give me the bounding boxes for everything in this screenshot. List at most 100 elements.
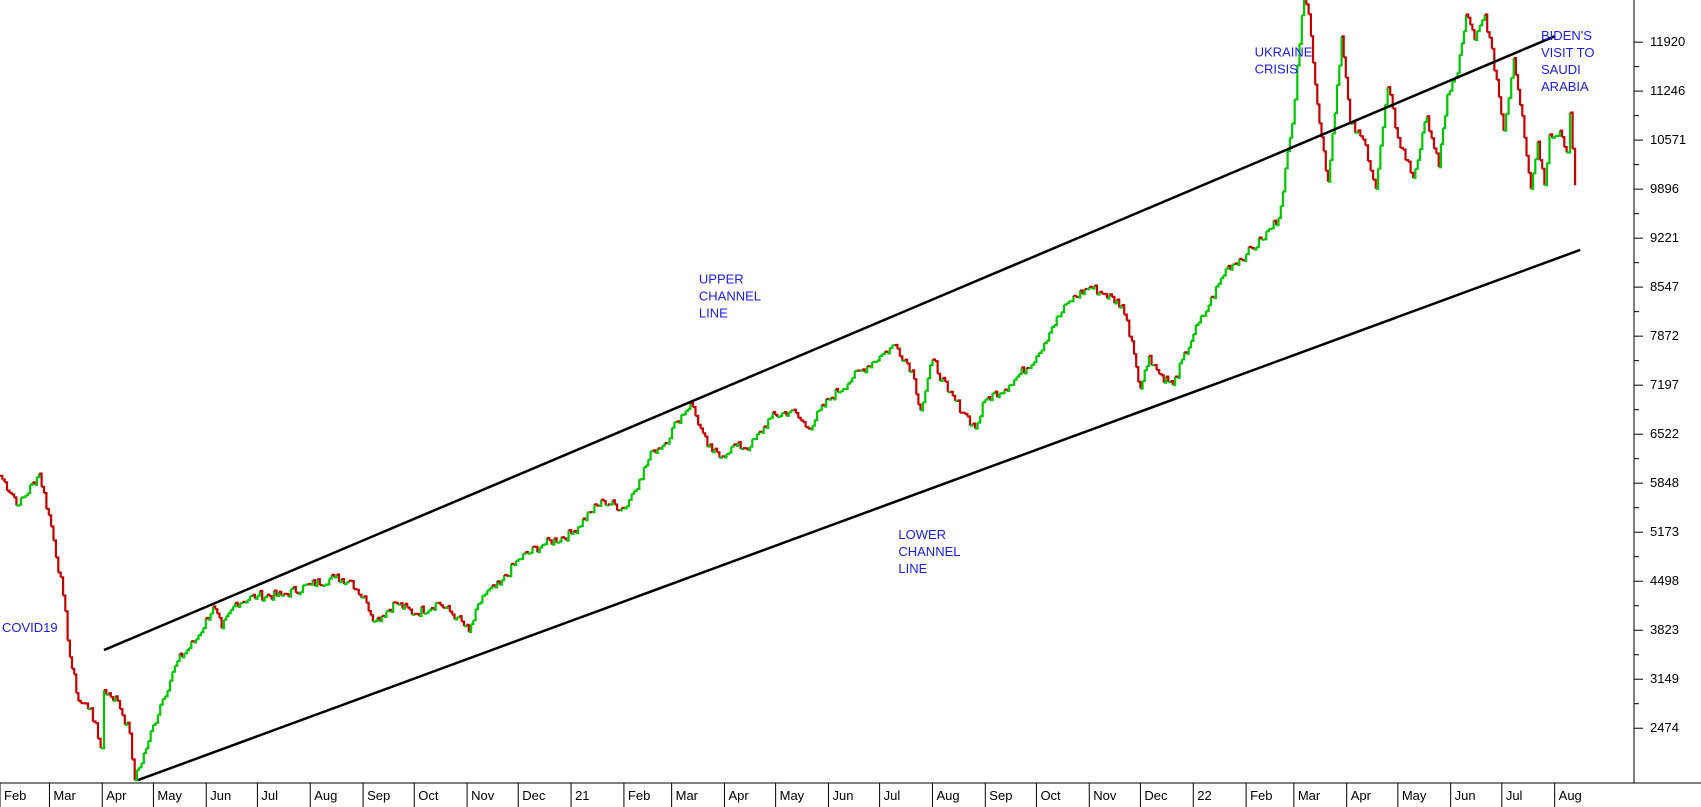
price-segment xyxy=(390,602,395,613)
price-segment xyxy=(368,610,372,616)
price-series xyxy=(0,0,1577,782)
price-segment xyxy=(950,390,954,396)
price-segment xyxy=(384,611,388,618)
price-segment xyxy=(1362,138,1367,146)
price-segment xyxy=(252,593,256,599)
x-tick-label: Nov xyxy=(1093,788,1117,803)
price-segment xyxy=(329,574,333,580)
price-segment xyxy=(544,538,548,546)
price-segment xyxy=(1499,96,1503,115)
price-segment xyxy=(927,365,932,380)
price-segment xyxy=(1263,231,1268,241)
price-segment xyxy=(240,601,244,605)
price-segment xyxy=(527,552,532,555)
price-segment xyxy=(636,479,641,491)
price-segment xyxy=(215,608,219,614)
price-segment xyxy=(1424,116,1428,123)
x-tick-label: Aug xyxy=(1559,788,1582,803)
price-segment xyxy=(556,541,561,544)
price-segment xyxy=(1494,69,1498,80)
price-segment xyxy=(278,590,283,596)
price-segment xyxy=(1168,381,1172,384)
price-segment xyxy=(41,485,46,493)
price-segment xyxy=(400,602,404,609)
x-tick-label: Feb xyxy=(1250,788,1272,803)
price-segment xyxy=(1071,295,1075,303)
price-segment xyxy=(957,399,962,413)
price-segment xyxy=(1294,65,1299,101)
y-tick-label: 11920 xyxy=(1650,34,1685,49)
price-segment xyxy=(674,421,678,424)
price-segment xyxy=(506,574,510,577)
price-segment xyxy=(808,427,812,430)
price-segment xyxy=(1431,137,1436,149)
price-segment xyxy=(167,680,172,692)
price-segment xyxy=(688,403,692,410)
price-segment xyxy=(655,448,659,454)
price-segment xyxy=(904,358,909,364)
price-segment xyxy=(1239,257,1243,261)
price-segment xyxy=(307,582,312,586)
price-segment xyxy=(1508,77,1513,100)
price-segment xyxy=(1506,98,1510,115)
price-segment xyxy=(341,578,345,585)
price-segment xyxy=(1474,31,1479,41)
price-segment xyxy=(1559,129,1564,138)
price-segment xyxy=(104,688,108,695)
price-segment xyxy=(1094,284,1099,295)
y-tick-label: 9221 xyxy=(1650,230,1679,245)
price-segment xyxy=(353,588,358,591)
price-segment xyxy=(464,624,468,628)
price-segment xyxy=(1193,325,1197,336)
price-segment xyxy=(370,614,374,622)
price-segment xyxy=(1530,173,1535,190)
price-segment xyxy=(504,573,508,577)
price-segment xyxy=(1154,363,1158,371)
upper-channel-line xyxy=(103,35,1556,652)
price-segment xyxy=(669,427,674,440)
price-segment xyxy=(683,410,687,416)
price-segment xyxy=(288,589,292,598)
x-tick-label: Jul xyxy=(884,788,901,803)
price-segment xyxy=(499,580,503,586)
price-segment xyxy=(1564,145,1568,153)
price-segment xyxy=(549,539,553,545)
price-segment xyxy=(770,412,774,419)
price-segment xyxy=(1397,136,1402,148)
price-segment xyxy=(237,603,242,608)
price-segment xyxy=(419,606,423,617)
price-segment xyxy=(1310,35,1315,63)
price-segment xyxy=(1230,264,1234,271)
price-segment xyxy=(1572,147,1577,186)
price-segment xyxy=(1524,136,1528,156)
price-segment xyxy=(692,406,697,416)
price-segment xyxy=(566,530,570,542)
price-segment xyxy=(1148,354,1153,366)
price-segment xyxy=(200,627,205,634)
price-segment xyxy=(1024,368,1028,375)
price-segment xyxy=(747,446,752,452)
price-segment xyxy=(1528,171,1532,189)
price-segment xyxy=(293,585,297,593)
price-segment xyxy=(667,438,671,445)
price-segment xyxy=(1011,379,1016,386)
price-segment xyxy=(67,639,71,658)
price-segment xyxy=(1472,29,1476,40)
price-segment xyxy=(721,455,726,458)
price-segment xyxy=(1223,268,1227,277)
price-segment xyxy=(1382,104,1387,129)
x-tick-label: Jun xyxy=(210,788,231,803)
price-segment xyxy=(1487,31,1491,38)
price-segment xyxy=(447,604,451,612)
price-segment xyxy=(795,412,800,418)
price-segment xyxy=(1457,54,1461,74)
price-segment xyxy=(90,707,94,722)
price-segment xyxy=(1203,311,1208,317)
price-segment xyxy=(1463,14,1468,33)
annotation-line: UKRAINE xyxy=(1255,45,1313,60)
price-segment xyxy=(461,620,466,627)
price-segment xyxy=(1449,81,1454,92)
price-segment xyxy=(120,707,124,716)
